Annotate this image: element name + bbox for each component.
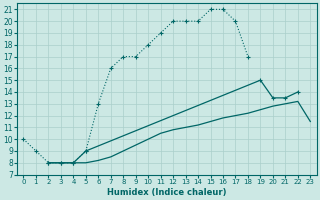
X-axis label: Humidex (Indice chaleur): Humidex (Indice chaleur)	[107, 188, 227, 197]
